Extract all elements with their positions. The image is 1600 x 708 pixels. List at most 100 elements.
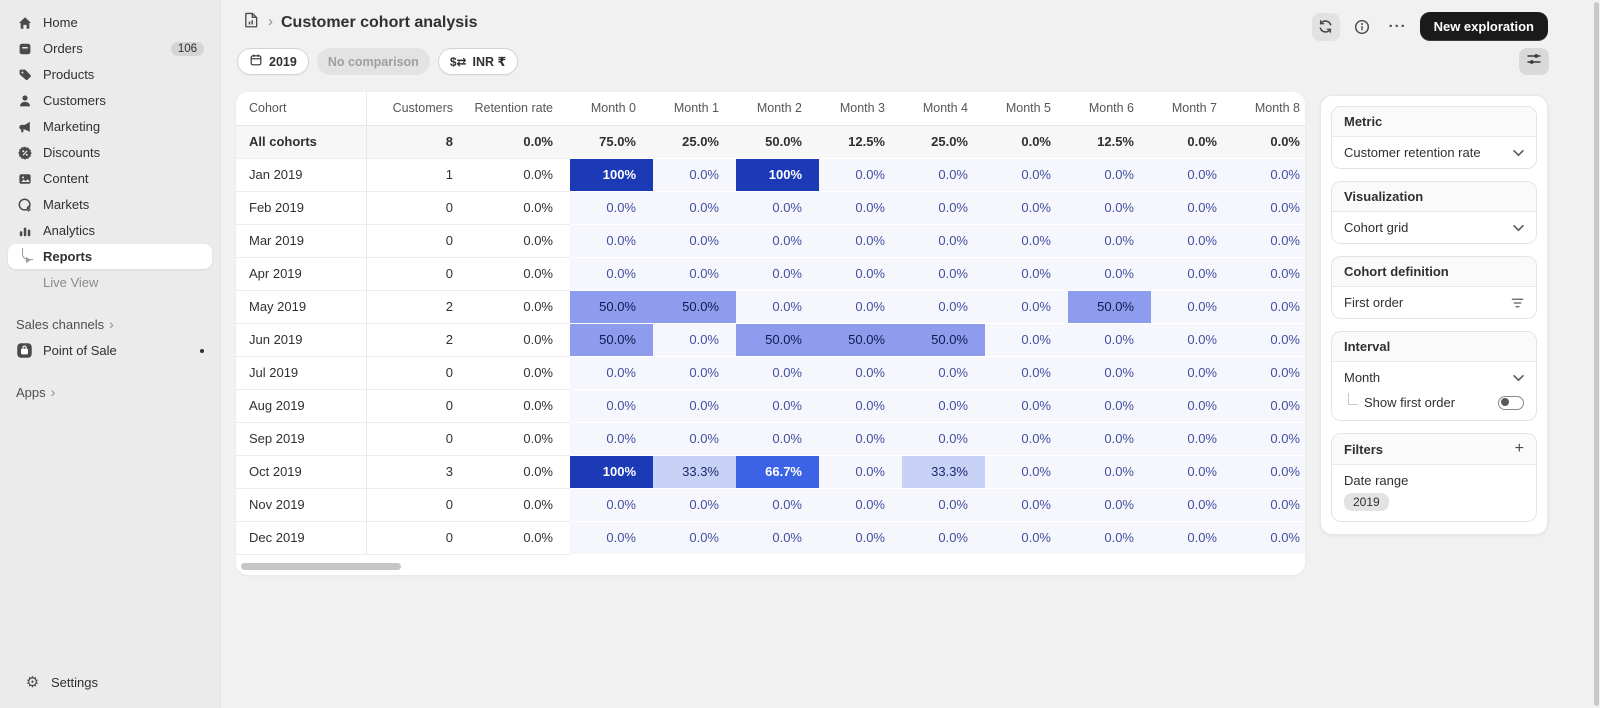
- retention-rate-cell: 0.0%: [470, 224, 570, 258]
- date-range-chip[interactable]: 2019: [1344, 493, 1389, 511]
- month-value-cell: 0.0%: [736, 488, 819, 522]
- more-actions-button[interactable]: ···: [1384, 13, 1412, 41]
- month-value-cell: 0.0%: [819, 224, 902, 258]
- chevron-right-icon: ›: [268, 13, 273, 30]
- horizontal-scrollbar[interactable]: [241, 563, 401, 570]
- interval-card-title: Interval: [1332, 332, 1536, 362]
- currency-label: INR ₹: [472, 55, 507, 69]
- month-value-cell: 0.0%: [819, 191, 902, 225]
- sidebar: Home Orders 106 Products Customers Marketing D…: [0, 0, 221, 708]
- marketing-icon: [16, 118, 33, 135]
- month-value-cell: 0.0%: [570, 422, 653, 456]
- month-value-cell: 0.0%: [985, 488, 1068, 522]
- customers-cell: 3: [366, 455, 470, 489]
- customers-cell: 2: [366, 323, 470, 357]
- sidebar-item-products[interactable]: Products: [8, 62, 212, 87]
- cohort-definition-select[interactable]: First order: [1332, 287, 1536, 318]
- month-value-cell: 12.5%: [819, 125, 902, 159]
- section-label: Sales channels: [16, 316, 105, 332]
- currency-pill[interactable]: $⇄ INR ₹: [437, 48, 519, 75]
- add-filter-button[interactable]: +: [1514, 440, 1524, 457]
- retention-rate-cell: 0.0%: [470, 455, 570, 489]
- month-value-cell: 0.0%: [1151, 191, 1234, 225]
- month-value-cell: 0.0%: [1234, 389, 1305, 423]
- show-first-order-toggle[interactable]: [1498, 395, 1524, 410]
- sidebar-item-label: Products: [43, 67, 95, 82]
- cohort-label-cell: Feb 2019: [236, 191, 367, 225]
- month-value-cell: 0.0%: [1234, 191, 1305, 225]
- sidebar-item-analytics[interactable]: Analytics: [8, 218, 212, 243]
- customers-cell: 0: [366, 488, 470, 522]
- cohort-label-cell: Sep 2019: [236, 422, 367, 456]
- apps-header[interactable]: Apps ›: [0, 379, 220, 405]
- month-value-cell: 0.0%: [736, 257, 819, 291]
- sidebar-item-live-view[interactable]: Live View: [0, 270, 220, 295]
- month-value-cell: 0.0%: [985, 323, 1068, 357]
- info-button[interactable]: [1348, 13, 1376, 41]
- month-value-cell: 0.0%: [570, 257, 653, 291]
- sidebar-item-discounts[interactable]: Discounts: [8, 140, 212, 165]
- main-area: › Customer cohort analysis ··· New explo…: [221, 0, 1600, 708]
- month-value-cell: 0.0%: [819, 158, 902, 192]
- month-value-cell: 0.0%: [1068, 488, 1151, 522]
- sidebar-item-markets[interactable]: $ Markets: [8, 192, 212, 217]
- month-value-cell: 0.0%: [985, 356, 1068, 390]
- sidebar-item-customers[interactable]: Customers: [8, 88, 212, 113]
- sidebar-item-orders[interactable]: Orders 106: [8, 36, 212, 61]
- customers-cell: 0: [366, 257, 470, 291]
- customers-icon: [16, 92, 33, 109]
- new-exploration-button[interactable]: New exploration: [1419, 12, 1548, 41]
- sidebar-item-reports[interactable]: Reports: [8, 244, 212, 269]
- month-value-cell: 0.0%: [736, 422, 819, 456]
- column-header: Month 2: [736, 92, 819, 126]
- markets-icon: $: [16, 196, 33, 213]
- cohort-label-cell: All cohorts: [236, 125, 367, 159]
- sales-channels-header[interactable]: Sales channels ›: [0, 311, 220, 337]
- month-value-cell: 25.0%: [902, 125, 985, 159]
- month-value-cell: 50.0%: [902, 323, 985, 357]
- month-value-cell: 66.7%: [736, 455, 819, 489]
- month-value-cell: 0.0%: [1068, 455, 1151, 489]
- sidebar-item-home[interactable]: Home: [8, 10, 212, 35]
- metric-select[interactable]: Customer retention rate: [1332, 137, 1536, 168]
- sidebar-item-point-of-sale[interactable]: Point of Sale: [8, 338, 212, 363]
- month-value-cell: 0.0%: [1151, 455, 1234, 489]
- month-value-cell: 0.0%: [819, 389, 902, 423]
- customers-cell: 1: [366, 158, 470, 192]
- visualization-select[interactable]: Cohort grid: [1332, 212, 1536, 243]
- interval-select[interactable]: Month: [1332, 362, 1536, 393]
- month-value-cell: 0.0%: [1068, 224, 1151, 258]
- month-value-cell: 0.0%: [1151, 224, 1234, 258]
- vertical-scrollbar[interactable]: [1594, 2, 1599, 706]
- sidebar-item-label: Reports: [43, 249, 93, 264]
- month-value-cell: 0.0%: [1068, 422, 1151, 456]
- sidebar-item-marketing[interactable]: Marketing: [8, 114, 212, 139]
- refresh-button[interactable]: [1311, 12, 1340, 41]
- month-value-cell: 0.0%: [1234, 290, 1305, 324]
- table-row: Sep 2019 0 0.0% 0.0% 0.0% 0.0% 0.0% 0.0% 0.0% 0.0…: [236, 422, 1305, 456]
- month-value-cell: 0.0%: [653, 257, 736, 291]
- month-value-cell: 0.0%: [736, 356, 819, 390]
- sidebar-item-content[interactable]: Content: [8, 166, 212, 191]
- point-of-sale-icon: [16, 342, 33, 359]
- table-row: Jun 2019 2 0.0% 50.0% 0.0% 50.0% 50.0% 50.0% 0.0…: [236, 323, 1305, 357]
- breadcrumb: › Customer cohort analysis: [242, 11, 478, 34]
- month-value-cell: 0.0%: [736, 521, 819, 555]
- month-value-cell: 0.0%: [985, 455, 1068, 489]
- column-header: Month 7: [1151, 92, 1234, 126]
- month-value-cell: 0.0%: [653, 422, 736, 456]
- customers-cell: 0: [366, 521, 470, 555]
- retention-rate-cell: 0.0%: [470, 323, 570, 357]
- sidebar-item-settings[interactable]: ⚙ Settings: [16, 670, 204, 695]
- month-value-cell: 0.0%: [653, 488, 736, 522]
- section-label: Apps: [16, 384, 46, 400]
- panel-settings-toggle[interactable]: [1519, 48, 1549, 75]
- sidebar-item-label: Settings: [51, 675, 98, 690]
- month-value-cell: 0.0%: [985, 290, 1068, 324]
- cohort-table-card: Cohort Customers Retention rate Month 0 Mont…: [236, 92, 1305, 575]
- month-value-cell: 100%: [570, 455, 653, 489]
- month-value-cell: 0.0%: [570, 224, 653, 258]
- table-header-row: Cohort Customers Retention rate Month 0 Mont…: [236, 92, 1305, 126]
- month-value-cell: 0.0%: [736, 290, 819, 324]
- date-filter-pill[interactable]: 2019: [237, 48, 309, 75]
